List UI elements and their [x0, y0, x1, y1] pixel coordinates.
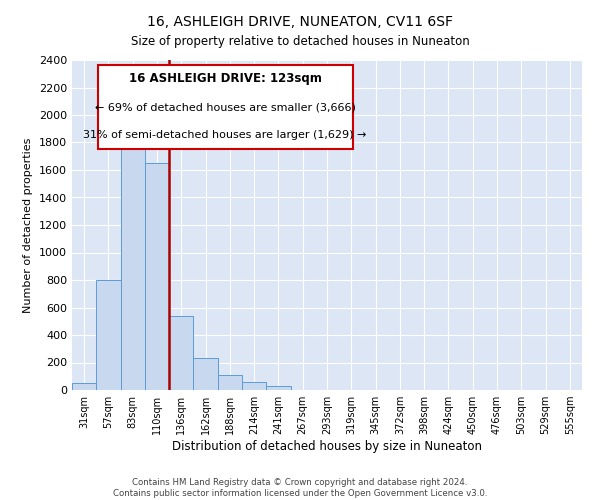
Text: ← 69% of detached houses are smaller (3,666): ← 69% of detached houses are smaller (3,… — [95, 102, 355, 112]
Bar — [266, 386, 290, 390]
Text: 16 ASHLEIGH DRIVE: 123sqm: 16 ASHLEIGH DRIVE: 123sqm — [128, 72, 322, 86]
Bar — [72, 383, 96, 390]
Text: 31% of semi-detached houses are larger (1,629) →: 31% of semi-detached houses are larger (… — [83, 130, 367, 140]
Bar — [121, 132, 145, 390]
Bar — [193, 358, 218, 390]
Bar — [145, 163, 169, 390]
X-axis label: Distribution of detached houses by size in Nuneaton: Distribution of detached houses by size … — [172, 440, 482, 453]
Text: Size of property relative to detached houses in Nuneaton: Size of property relative to detached ho… — [131, 35, 469, 48]
Bar — [169, 316, 193, 390]
Bar — [242, 382, 266, 390]
Text: 16, ASHLEIGH DRIVE, NUNEATON, CV11 6SF: 16, ASHLEIGH DRIVE, NUNEATON, CV11 6SF — [147, 15, 453, 29]
FancyBboxPatch shape — [97, 65, 353, 149]
Y-axis label: Number of detached properties: Number of detached properties — [23, 138, 34, 312]
Bar — [96, 280, 121, 390]
Text: Contains HM Land Registry data © Crown copyright and database right 2024.
Contai: Contains HM Land Registry data © Crown c… — [113, 478, 487, 498]
Bar — [218, 375, 242, 390]
